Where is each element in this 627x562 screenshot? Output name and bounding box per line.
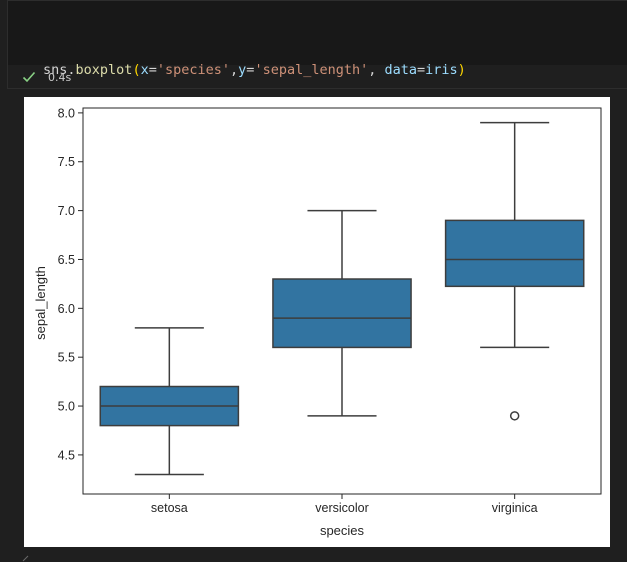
- x-tick-label-versicolor: versicolor: [315, 501, 369, 515]
- code-token: ): [457, 62, 466, 78]
- y-tick-label: 6.0: [58, 302, 75, 316]
- code-token: boxplot: [75, 62, 133, 78]
- code-token: y: [238, 62, 247, 78]
- code-token: x: [140, 62, 149, 78]
- y-tick-label: 8.0: [58, 106, 75, 120]
- code-token: ,: [368, 62, 385, 78]
- code-token: =: [246, 62, 255, 78]
- code-token: (: [132, 62, 141, 78]
- y-tick-label: 6.5: [58, 253, 75, 267]
- code-token: =: [148, 62, 157, 78]
- code-token: data: [384, 62, 418, 78]
- x-axis-label: species: [320, 523, 365, 538]
- y-tick-label: 7.5: [58, 155, 75, 169]
- resize-handle-icon[interactable]: [22, 553, 30, 562]
- y-tick-label: 5.0: [58, 400, 75, 414]
- cell-output: 4.5 5.0 5.5 6.0 6.5 7.0 7.5 8.0 setosa versicolo…: [24, 97, 610, 547]
- boxplot-chart: 4.5 5.0 5.5 6.0 6.5 7.0 7.5 8.0 setosa versicolo…: [33, 106, 602, 538]
- x-tick-label-virginica: virginica: [492, 501, 538, 515]
- x-tick-label-setosa: setosa: [151, 501, 188, 515]
- code-editor[interactable]: sns.boxplot(x='species',y='sepal_length'…: [8, 1, 627, 135]
- code-token: .: [67, 62, 76, 78]
- code-cell[interactable]: sns.boxplot(x='species',y='sepal_length'…: [7, 0, 627, 135]
- iqr-box: [444, 219, 585, 288]
- execution-time: 0.4s: [48, 70, 72, 84]
- code-token: sns: [43, 62, 68, 78]
- box-virginica: [444, 121, 585, 421]
- code-token: ,: [230, 62, 239, 78]
- y-tick-label: 4.5: [58, 448, 75, 462]
- code-token: 'species': [156, 62, 231, 78]
- box-versicolor: [272, 209, 412, 417]
- iqr-box: [272, 278, 412, 349]
- code-token: iris: [425, 62, 458, 78]
- box-setosa: [99, 327, 240, 476]
- y-tick-label: 5.5: [58, 351, 75, 365]
- y-axis-label: sepal_length: [33, 266, 48, 340]
- code-token: =: [417, 62, 426, 78]
- y-tick-label: 7.0: [58, 204, 75, 218]
- execution-status: 0.4s: [22, 67, 71, 87]
- outlier-point: [509, 411, 520, 421]
- code-token: 'sepal_length': [254, 62, 369, 78]
- check-icon: [22, 71, 36, 83]
- code-line-1: sns.boxplot(x='species',y='sepal_length'…: [43, 61, 466, 80]
